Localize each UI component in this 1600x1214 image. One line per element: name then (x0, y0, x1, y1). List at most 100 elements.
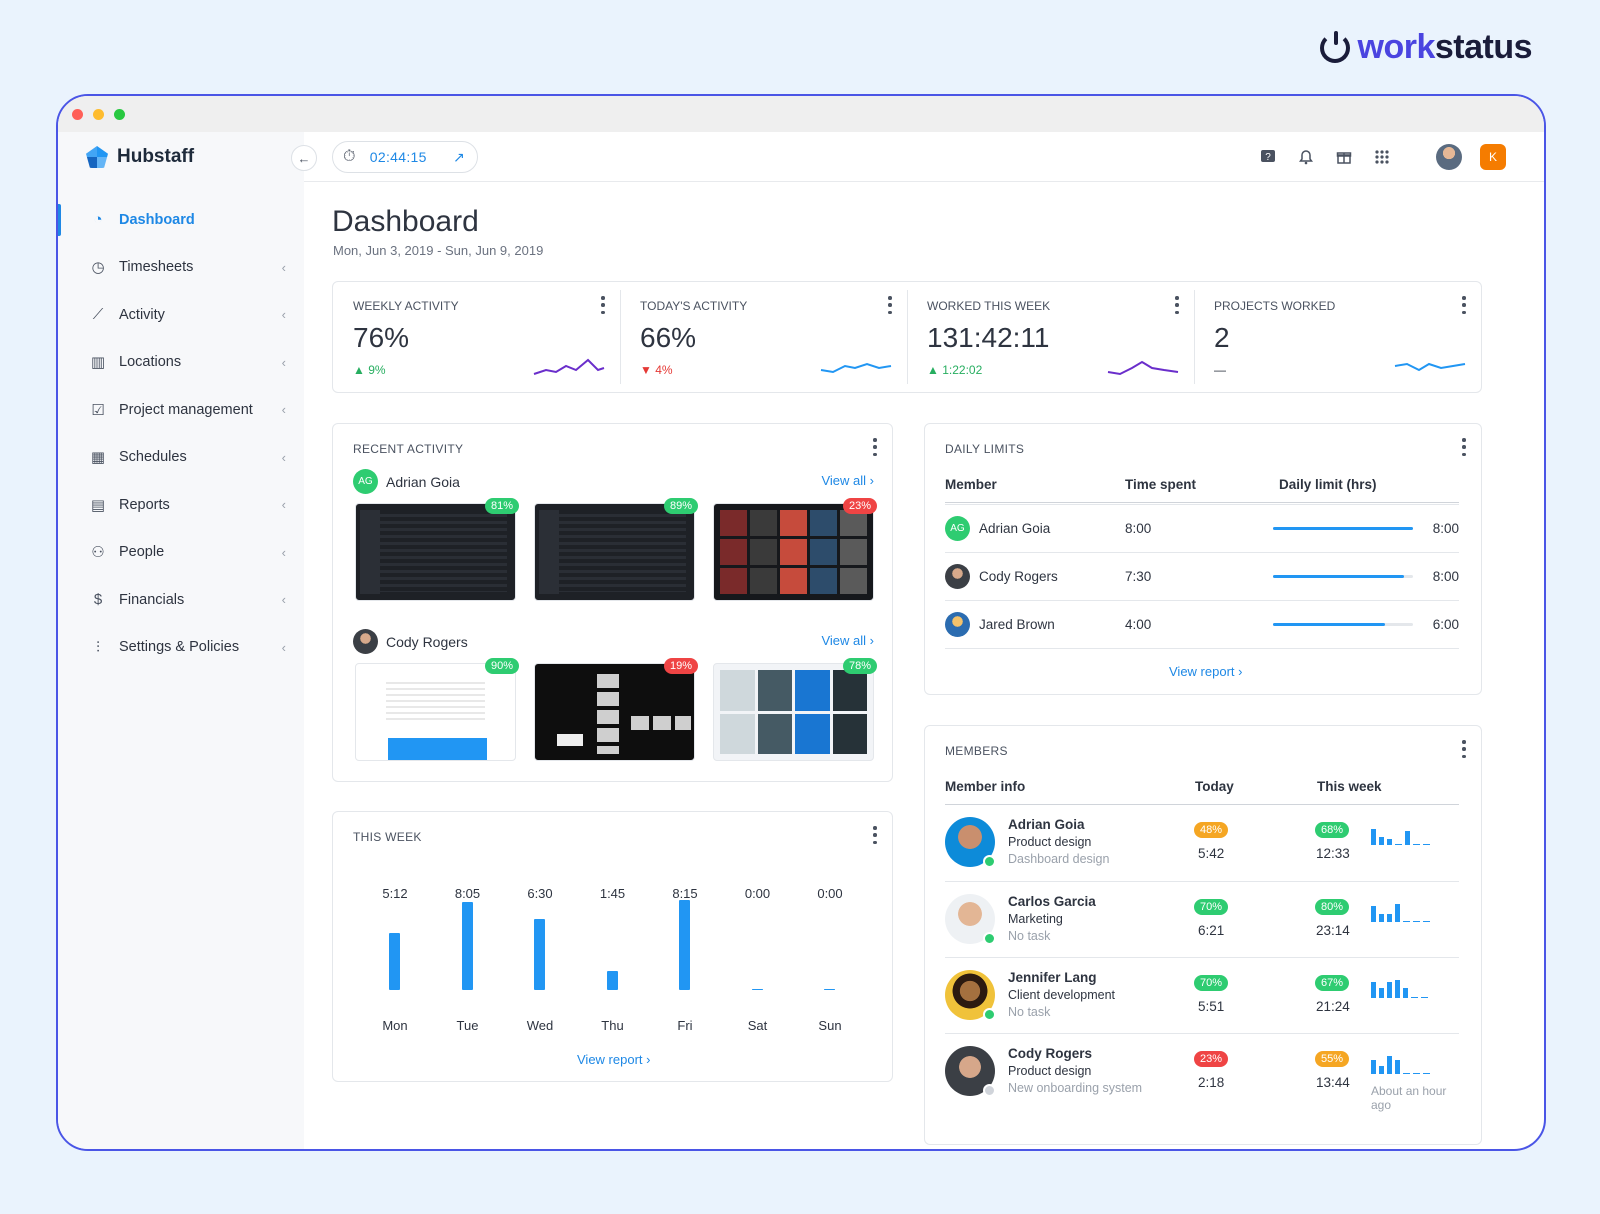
maximize-window-button[interactable] (114, 108, 125, 120)
chevron-left-icon[interactable]: ‹ (281, 639, 286, 655)
member-row[interactable]: Jennifer Lang Client development No task… (945, 957, 1459, 1033)
recent-activity-card: RECENT ACTIVITY AG Adrian Goia View all ›… (332, 423, 893, 782)
sidebar-item-locations[interactable]: ▥ Locations ‹ (58, 339, 304, 387)
close-window-button[interactable] (72, 108, 83, 120)
time-spent: 4:00 (1125, 617, 1152, 632)
week-time: 23:14 (1316, 923, 1350, 938)
screenshot-thumbnail[interactable]: 78% (713, 658, 877, 761)
topbar-actions: ? K (1258, 144, 1506, 170)
sidebar-item-label: Dashboard (119, 211, 195, 228)
daily-limit-row[interactable]: Jared Brown 4:00 6:00 (945, 600, 1459, 648)
view-all-link[interactable]: View all › (821, 473, 874, 488)
mini-activity-bar-empty (1413, 1073, 1420, 1074)
stat-divider (620, 290, 621, 384)
dashboard-icon: ◔ (93, 211, 103, 229)
recent-activity-user[interactable]: AG Adrian Goia (353, 469, 460, 494)
this-week-time-label: 0:00 (744, 886, 771, 901)
this-week-menu-icon[interactable] (872, 826, 878, 844)
chevron-left-icon[interactable]: ‹ (281, 497, 286, 513)
daily-limits-header-limit: Daily limit (hrs) (1279, 477, 1377, 492)
chevron-left-icon[interactable]: ‹ (281, 307, 286, 323)
this-week-bar[interactable] (606, 970, 618, 990)
limit-progress-track (1273, 623, 1413, 626)
daily-limits-view-report-label: View report (1169, 664, 1235, 679)
daily-limit-value: 6:00 (1432, 617, 1459, 632)
screenshot-thumbnail[interactable]: 23% (713, 498, 877, 601)
chevron-left-icon[interactable]: ‹ (281, 592, 286, 608)
sidebar-item-settings-policies[interactable]: ⫶ Settings & Policies ‹ (58, 624, 304, 672)
stat-menu-icon[interactable] (1174, 296, 1180, 314)
chevron-left-icon[interactable]: ‹ (281, 259, 286, 275)
screenshot-thumbnail[interactable]: 89% (534, 498, 698, 601)
trend-up-icon: ▲ (927, 363, 943, 377)
activity-percent-badge: 89% (663, 498, 698, 514)
chevron-left-icon[interactable]: ‹ (281, 402, 286, 418)
chevron-left-icon[interactable]: ‹ (281, 544, 286, 560)
this-week-bar[interactable] (679, 900, 690, 990)
recent-activity-user[interactable]: Cody Rogers (353, 629, 468, 654)
this-week-bar[interactable] (824, 988, 835, 990)
screenshot-thumbnail[interactable]: 81% (355, 498, 519, 601)
this-week-title: THIS WEEK (353, 830, 422, 844)
this-week-view-report-link[interactable]: View report › (577, 1052, 651, 1067)
collapse-sidebar-button[interactable]: ← (291, 145, 317, 171)
daily-limits-menu-icon[interactable] (1461, 438, 1467, 456)
member-row[interactable]: Cody Rogers Product design New onboardin… (945, 1033, 1459, 1112)
today-time: 6:21 (1198, 923, 1225, 938)
members-title: MEMBERS (945, 744, 1008, 758)
help-icon[interactable]: ? (1258, 147, 1278, 167)
sidebar-item-financials[interactable]: $ Financials ‹ (58, 576, 304, 624)
stat-menu-icon[interactable] (1461, 296, 1467, 314)
this-week-bar[interactable] (534, 919, 545, 990)
offline-status-dot (983, 1084, 996, 1097)
week-activity-badge: 55% (1315, 1051, 1350, 1067)
sidebar-item-dashboard[interactable]: ◔ Dashboard (58, 196, 304, 244)
view-all-link[interactable]: View all › (821, 633, 874, 648)
stat-sparkline (820, 362, 892, 374)
sidebar-item-timesheets[interactable]: ◷ Timesheets ‹ (58, 244, 304, 292)
minimize-window-button[interactable] (93, 108, 104, 120)
members-menu-icon[interactable] (1461, 740, 1467, 758)
mini-activity-bar (1379, 914, 1384, 922)
chevron-left-icon[interactable]: ‹ (281, 354, 286, 370)
daily-limit-row[interactable]: Cody Rogers 7:30 8:00 (945, 552, 1459, 600)
sidebar-item-reports[interactable]: ▤ Reports ‹ (58, 481, 304, 529)
user-name: Adrian Goia (386, 473, 460, 490)
screenshot-thumbnail[interactable]: 90% (355, 658, 519, 761)
hubstaff-logo[interactable]: Hubstaff (58, 132, 304, 168)
daily-limits-header-member: Member (945, 477, 997, 492)
sidebar-item-people[interactable]: ⚇ People ‹ (58, 529, 304, 577)
this-week-bar[interactable] (461, 901, 473, 990)
recent-activity-menu-icon[interactable] (872, 438, 878, 456)
stat-menu-icon[interactable] (600, 296, 606, 314)
week-activity-mini-chart (1371, 1054, 1430, 1074)
daily-limits-view-report-link[interactable]: View report › (1169, 664, 1243, 679)
table-header-divider (945, 804, 1459, 805)
mini-activity-bar (1387, 982, 1392, 998)
gift-icon[interactable] (1334, 147, 1354, 167)
this-week-bar[interactable] (751, 988, 763, 990)
this-week-bar[interactable] (389, 933, 400, 990)
member-row[interactable]: Carlos Garcia Marketing No task 70% 6:21… (945, 881, 1459, 957)
notifications-bell-icon[interactable] (1296, 147, 1316, 167)
member-name: Jennifer Lang (1008, 970, 1097, 985)
online-status-dot (983, 932, 996, 945)
chevron-left-icon[interactable]: ‹ (281, 449, 286, 465)
stat-menu-icon[interactable] (887, 296, 893, 314)
topbar: ← ⏱ 02:44:15 ↗ ? K (291, 132, 1544, 182)
member-row[interactable]: Adrian Goia Product design Dashboard des… (945, 805, 1459, 881)
open-timer-arrow-icon[interactable]: ↗ (452, 148, 465, 165)
organization-badge[interactable]: K (1480, 144, 1506, 170)
daily-limit-row[interactable]: AG Adrian Goia 8:00 8:00 (945, 504, 1459, 552)
user-avatar[interactable] (1436, 144, 1462, 170)
screenshot-thumbnail[interactable]: 19% (534, 658, 698, 761)
today-time: 2:18 (1198, 1075, 1225, 1090)
sidebar-item-schedules[interactable]: ▦ Schedules ‹ (58, 434, 304, 482)
apps-grid-icon[interactable] (1372, 147, 1392, 167)
mini-activity-bar-empty (1403, 1073, 1410, 1074)
today-activity-badge: 48% (1194, 822, 1229, 838)
mini-activity-bar (1379, 837, 1384, 845)
timer-widget[interactable]: ⏱ 02:44:15 ↗ (332, 141, 478, 173)
sidebar-item-project-management[interactable]: ☑ Project management ‹ (58, 386, 304, 434)
sidebar-item-activity[interactable]: ⟋ Activity ‹ (58, 291, 304, 339)
